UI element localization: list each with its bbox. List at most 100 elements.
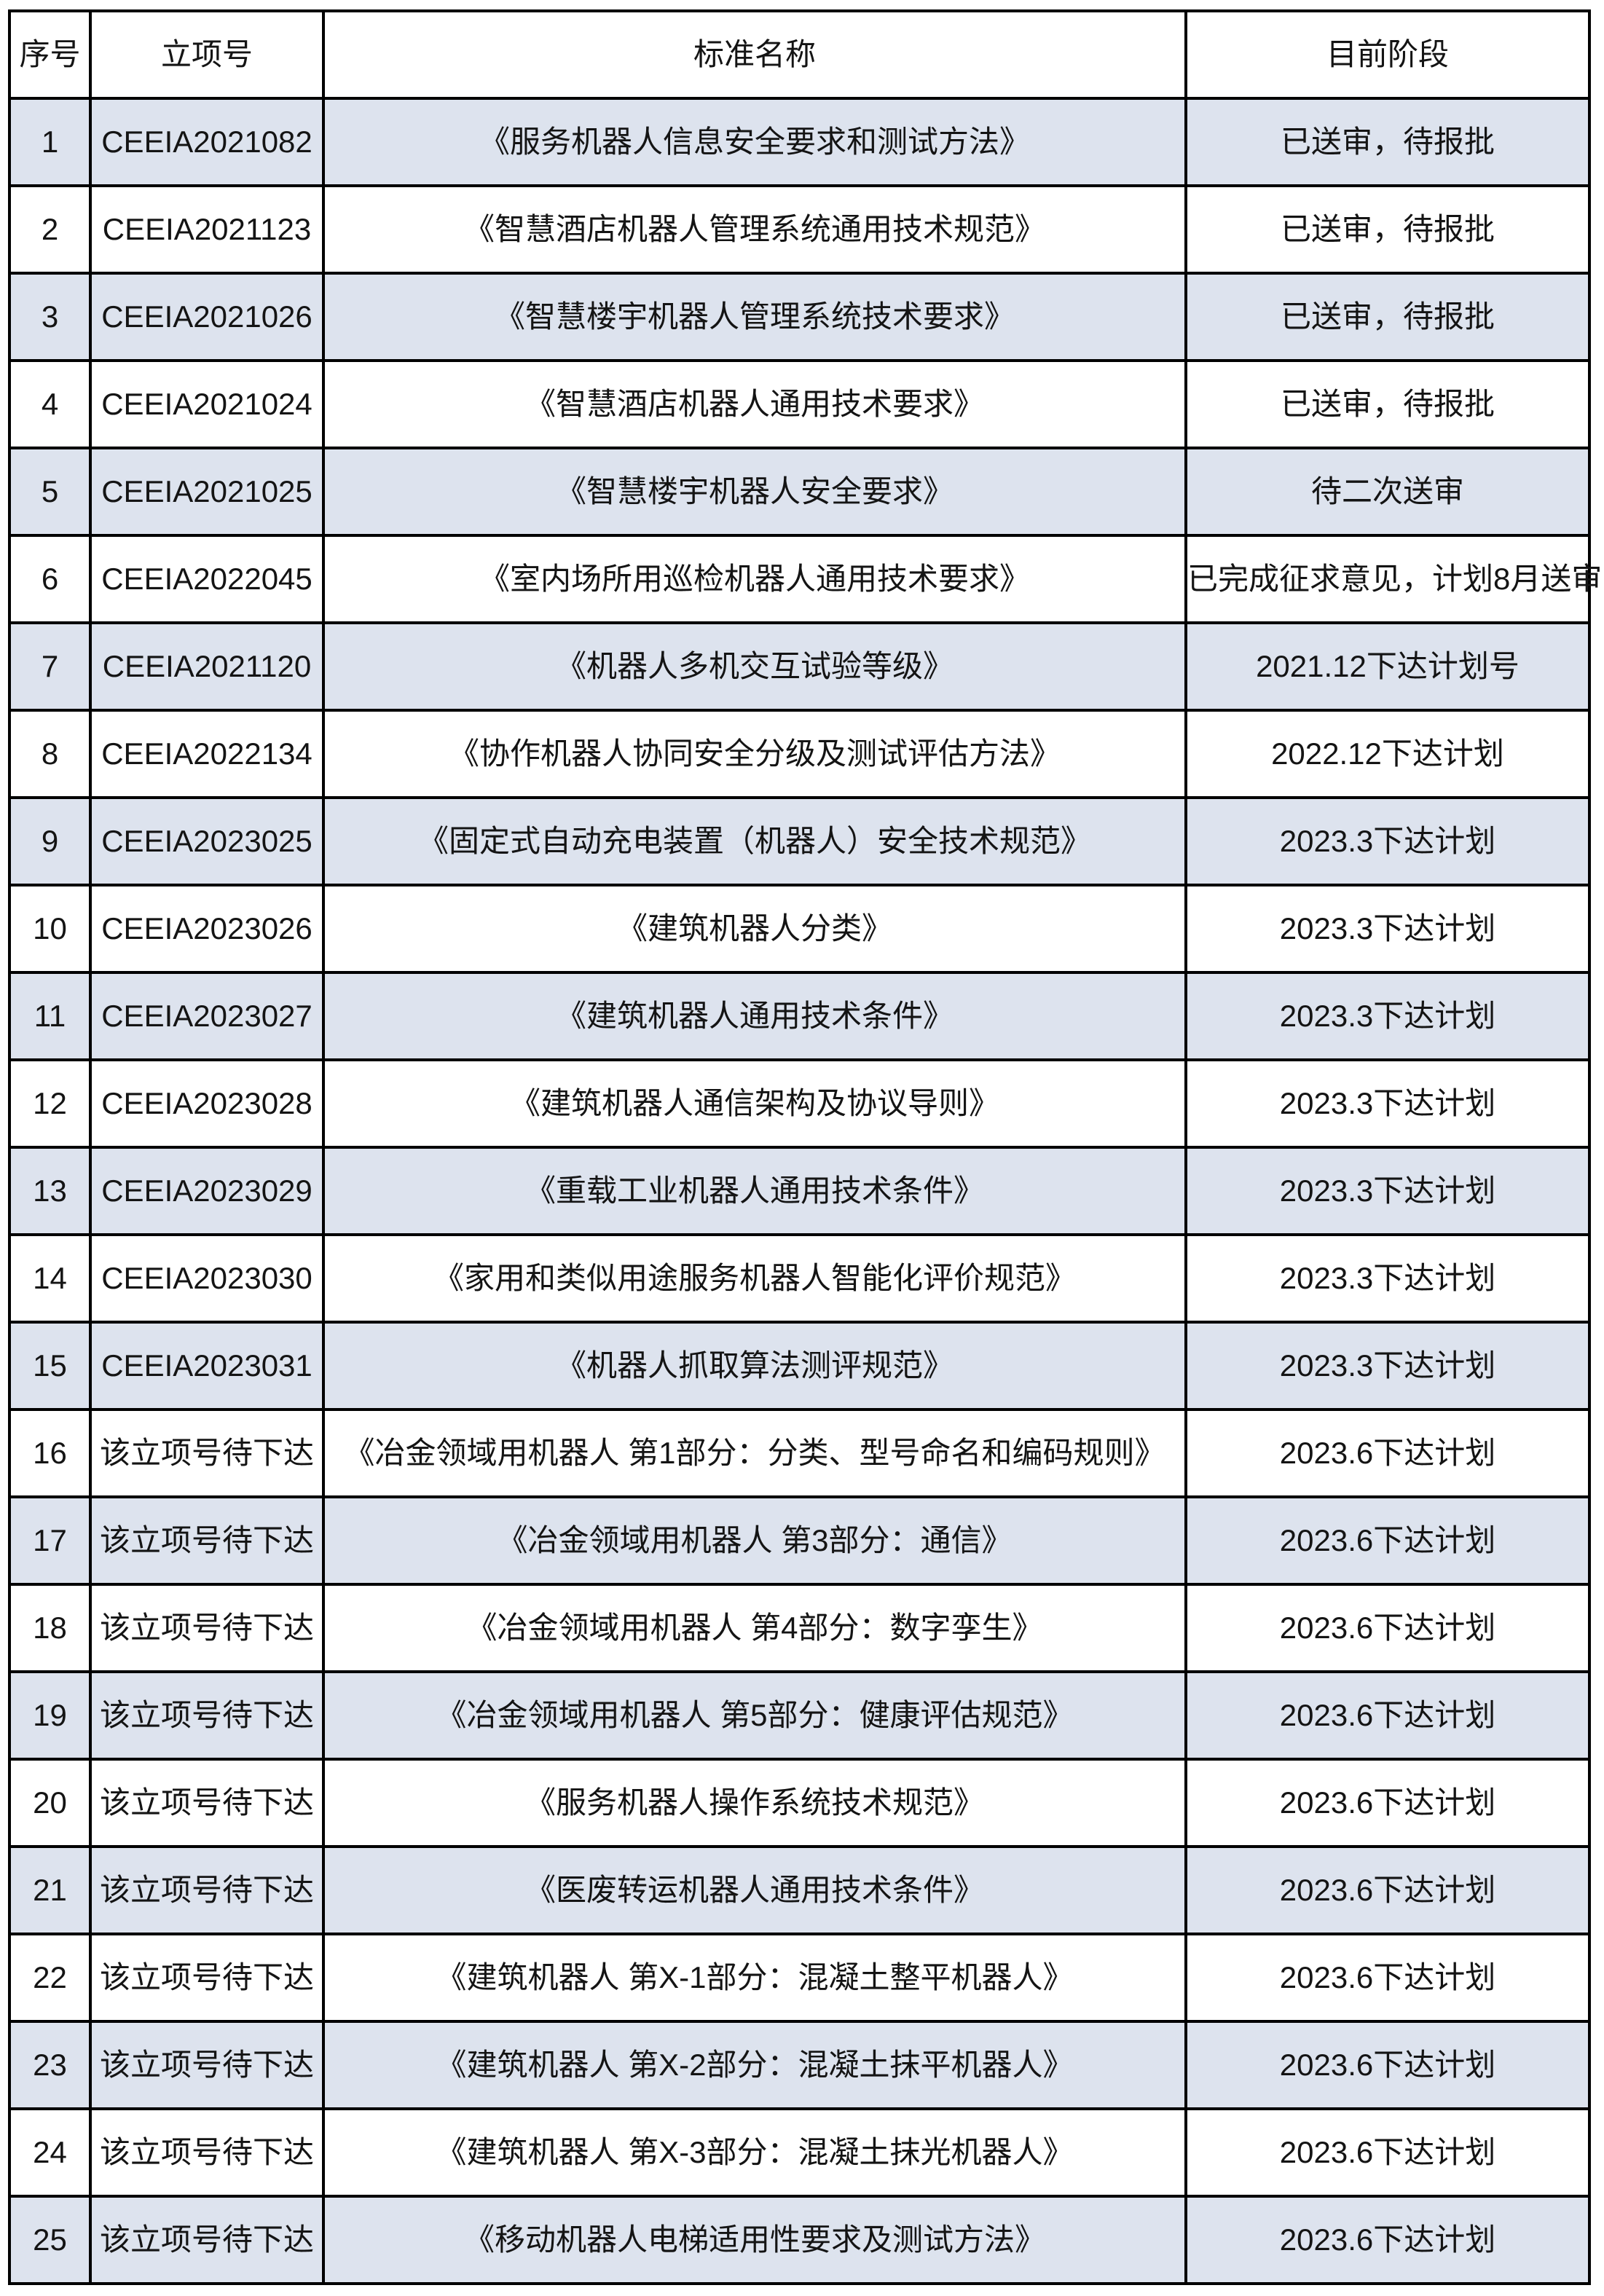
header-standard-name: 标准名称 <box>322 9 1187 100</box>
cell-current-stage: 2023.3下达计划 <box>1184 884 1591 974</box>
cell-project-number: CEEIA2023027 <box>89 971 325 1061</box>
cell-current-stage: 2023.3下达计划 <box>1184 1233 1591 1324</box>
cell-serial-number: 17 <box>8 1495 92 1586</box>
cell-serial-number: 25 <box>8 2195 92 2285</box>
cell-standard-name: 《服务机器人操作系统技术规范》 <box>322 1758 1187 1848</box>
table-row: 7 CEEIA2021120 《机器人多机交互试验等级》 2021.12下达计划… <box>8 621 1591 712</box>
cell-project-number: CEEIA2023029 <box>89 1146 325 1236</box>
table-row: 14 CEEIA2023030 《家用和类似用途服务机器人智能化评价规范》 20… <box>8 1233 1591 1324</box>
cell-serial-number: 12 <box>8 1058 92 1149</box>
cell-project-number: 该立项号待下达 <box>89 1758 325 1848</box>
header-current-stage: 目前阶段 <box>1184 9 1591 100</box>
cell-standard-name: 《智慧楼宇机器人安全要求》 <box>322 447 1187 537</box>
cell-standard-name: 《建筑机器人分类》 <box>322 884 1187 974</box>
table-row: 17 该立项号待下达 《冶金领域用机器人 第3部分：通信》 2023.6下达计划 <box>8 1495 1591 1586</box>
cell-project-number: 该立项号待下达 <box>89 1408 325 1498</box>
cell-standard-name: 《建筑机器人通信架构及协议导则》 <box>322 1058 1187 1149</box>
cell-project-number: CEEIA2023025 <box>89 796 325 886</box>
cell-standard-name: 《冶金领域用机器人 第3部分：通信》 <box>322 1495 1187 1586</box>
cell-project-number: 该立项号待下达 <box>89 1670 325 1761</box>
cell-project-number: 该立项号待下达 <box>89 1845 325 1935</box>
cell-standard-name: 《冶金领域用机器人 第1部分：分类、型号命名和编码规则》 <box>322 1408 1187 1498</box>
cell-current-stage: 2023.6下达计划 <box>1184 1845 1591 1935</box>
cell-current-stage: 2023.6下达计划 <box>1184 1933 1591 2023</box>
cell-project-number: 该立项号待下达 <box>89 2020 325 2110</box>
cell-standard-name: 《冶金领域用机器人 第4部分：数字孪生》 <box>322 1583 1187 1673</box>
cell-project-number: CEEIA2021123 <box>89 184 325 275</box>
cell-serial-number: 11 <box>8 971 92 1061</box>
cell-serial-number: 18 <box>8 1583 92 1673</box>
cell-project-number: CEEIA2023026 <box>89 884 325 974</box>
cell-project-number: 该立项号待下达 <box>89 1933 325 2023</box>
cell-serial-number: 1 <box>8 97 92 187</box>
cell-serial-number: 6 <box>8 534 92 624</box>
cell-standard-name: 《建筑机器人通用技术条件》 <box>322 971 1187 1061</box>
table-row: 25 该立项号待下达 《移动机器人电梯适用性要求及测试方法》 2023.6下达计… <box>8 2195 1591 2285</box>
cell-standard-name: 《医废转运机器人通用技术条件》 <box>322 1845 1187 1935</box>
cell-standard-name: 《家用和类似用途服务机器人智能化评价规范》 <box>322 1233 1187 1324</box>
cell-standard-name: 《机器人抓取算法测评规范》 <box>322 1321 1187 1411</box>
cell-serial-number: 16 <box>8 1408 92 1498</box>
table-row: 5 CEEIA2021025 《智慧楼宇机器人安全要求》 待二次送审 <box>8 447 1591 537</box>
cell-serial-number: 3 <box>8 272 92 362</box>
cell-project-number: CEEIA2021026 <box>89 272 325 362</box>
cell-standard-name: 《建筑机器人 第X-1部分：混凝土整平机器人》 <box>322 1933 1187 2023</box>
cell-current-stage: 已送审，待报批 <box>1184 359 1591 449</box>
cell-standard-name: 《服务机器人信息安全要求和测试方法》 <box>322 97 1187 187</box>
cell-serial-number: 24 <box>8 2107 92 2198</box>
table-row: 23 该立项号待下达 《建筑机器人 第X-2部分：混凝土抹平机器人》 2023.… <box>8 2020 1591 2110</box>
table-row: 15 CEEIA2023031 《机器人抓取算法测评规范》 2023.3下达计划 <box>8 1321 1591 1411</box>
header-serial-number: 序号 <box>8 9 92 100</box>
header-row: 序号 立项号 标准名称 目前阶段 <box>8 9 1591 100</box>
cell-project-number: CEEIA2021120 <box>89 621 325 712</box>
cell-project-number: CEEIA2021025 <box>89 447 325 537</box>
table-row: 2 CEEIA2021123 《智慧酒店机器人管理系统通用技术规范》 已送审，待… <box>8 184 1591 275</box>
cell-serial-number: 22 <box>8 1933 92 2023</box>
cell-standard-name: 《室内场所用巡检机器人通用技术要求》 <box>322 534 1187 624</box>
table-row: 19 该立项号待下达 《冶金领域用机器人 第5部分：健康评估规范》 2023.6… <box>8 1670 1591 1761</box>
cell-serial-number: 21 <box>8 1845 92 1935</box>
cell-standard-name: 《智慧楼宇机器人管理系统技术要求》 <box>322 272 1187 362</box>
cell-current-stage: 2021.12下达计划号 <box>1184 621 1591 712</box>
standards-table: 序号 立项号 标准名称 目前阶段 1 CEEIA2021082 《服务机器人信息… <box>8 9 1602 2285</box>
cell-standard-name: 《建筑机器人 第X-2部分：混凝土抹平机器人》 <box>322 2020 1187 2110</box>
cell-current-stage: 2023.6下达计划 <box>1184 1583 1591 1673</box>
table-row: 6 CEEIA2022045 《室内场所用巡检机器人通用技术要求》 已完成征求意… <box>8 534 1602 624</box>
cell-current-stage: 2023.3下达计划 <box>1184 1146 1591 1236</box>
cell-current-stage: 已送审，待报批 <box>1184 97 1591 187</box>
cell-current-stage: 已完成征求意见，计划8月送审 <box>1184 534 1602 624</box>
cell-current-stage: 2023.6下达计划 <box>1184 1758 1591 1848</box>
cell-serial-number: 20 <box>8 1758 92 1848</box>
cell-project-number: CEEIA2023031 <box>89 1321 325 1411</box>
cell-standard-name: 《智慧酒店机器人通用技术要求》 <box>322 359 1187 449</box>
table-row: 20 该立项号待下达 《服务机器人操作系统技术规范》 2023.6下达计划 <box>8 1758 1591 1848</box>
cell-current-stage: 2023.6下达计划 <box>1184 2107 1591 2198</box>
table-row: 12 CEEIA2023028 《建筑机器人通信架构及协议导则》 2023.3下… <box>8 1058 1591 1149</box>
cell-current-stage: 2023.6下达计划 <box>1184 2020 1591 2110</box>
cell-current-stage: 2022.12下达计划 <box>1184 709 1591 799</box>
table-row: 13 CEEIA2023029 《重载工业机器人通用技术条件》 2023.3下达… <box>8 1146 1591 1236</box>
cell-standard-name: 《移动机器人电梯适用性要求及测试方法》 <box>322 2195 1187 2285</box>
cell-current-stage: 2023.3下达计划 <box>1184 1058 1591 1149</box>
cell-project-number: CEEIA2022045 <box>89 534 325 624</box>
cell-current-stage: 2023.6下达计划 <box>1184 2195 1591 2285</box>
table-row: 4 CEEIA2021024 《智慧酒店机器人通用技术要求》 已送审，待报批 <box>8 359 1591 449</box>
cell-current-stage: 已送审，待报批 <box>1184 272 1591 362</box>
cell-serial-number: 14 <box>8 1233 92 1324</box>
cell-current-stage: 2023.6下达计划 <box>1184 1495 1591 1586</box>
cell-current-stage: 2023.6下达计划 <box>1184 1408 1591 1498</box>
cell-standard-name: 《协作机器人协同安全分级及测试评估方法》 <box>322 709 1187 799</box>
cell-project-number: CEEIA2021024 <box>89 359 325 449</box>
cell-standard-name: 《智慧酒店机器人管理系统通用技术规范》 <box>322 184 1187 275</box>
cell-serial-number: 19 <box>8 1670 92 1761</box>
cell-serial-number: 5 <box>8 447 92 537</box>
cell-serial-number: 4 <box>8 359 92 449</box>
cell-serial-number: 10 <box>8 884 92 974</box>
cell-standard-name: 《冶金领域用机器人 第5部分：健康评估规范》 <box>322 1670 1187 1761</box>
cell-project-number: CEEIA2021082 <box>89 97 325 187</box>
cell-project-number: CEEIA2023028 <box>89 1058 325 1149</box>
table-row: 1 CEEIA2021082 《服务机器人信息安全要求和测试方法》 已送审，待报… <box>8 97 1591 187</box>
cell-current-stage: 2023.6下达计划 <box>1184 1670 1591 1761</box>
header-project-number: 立项号 <box>89 9 325 100</box>
